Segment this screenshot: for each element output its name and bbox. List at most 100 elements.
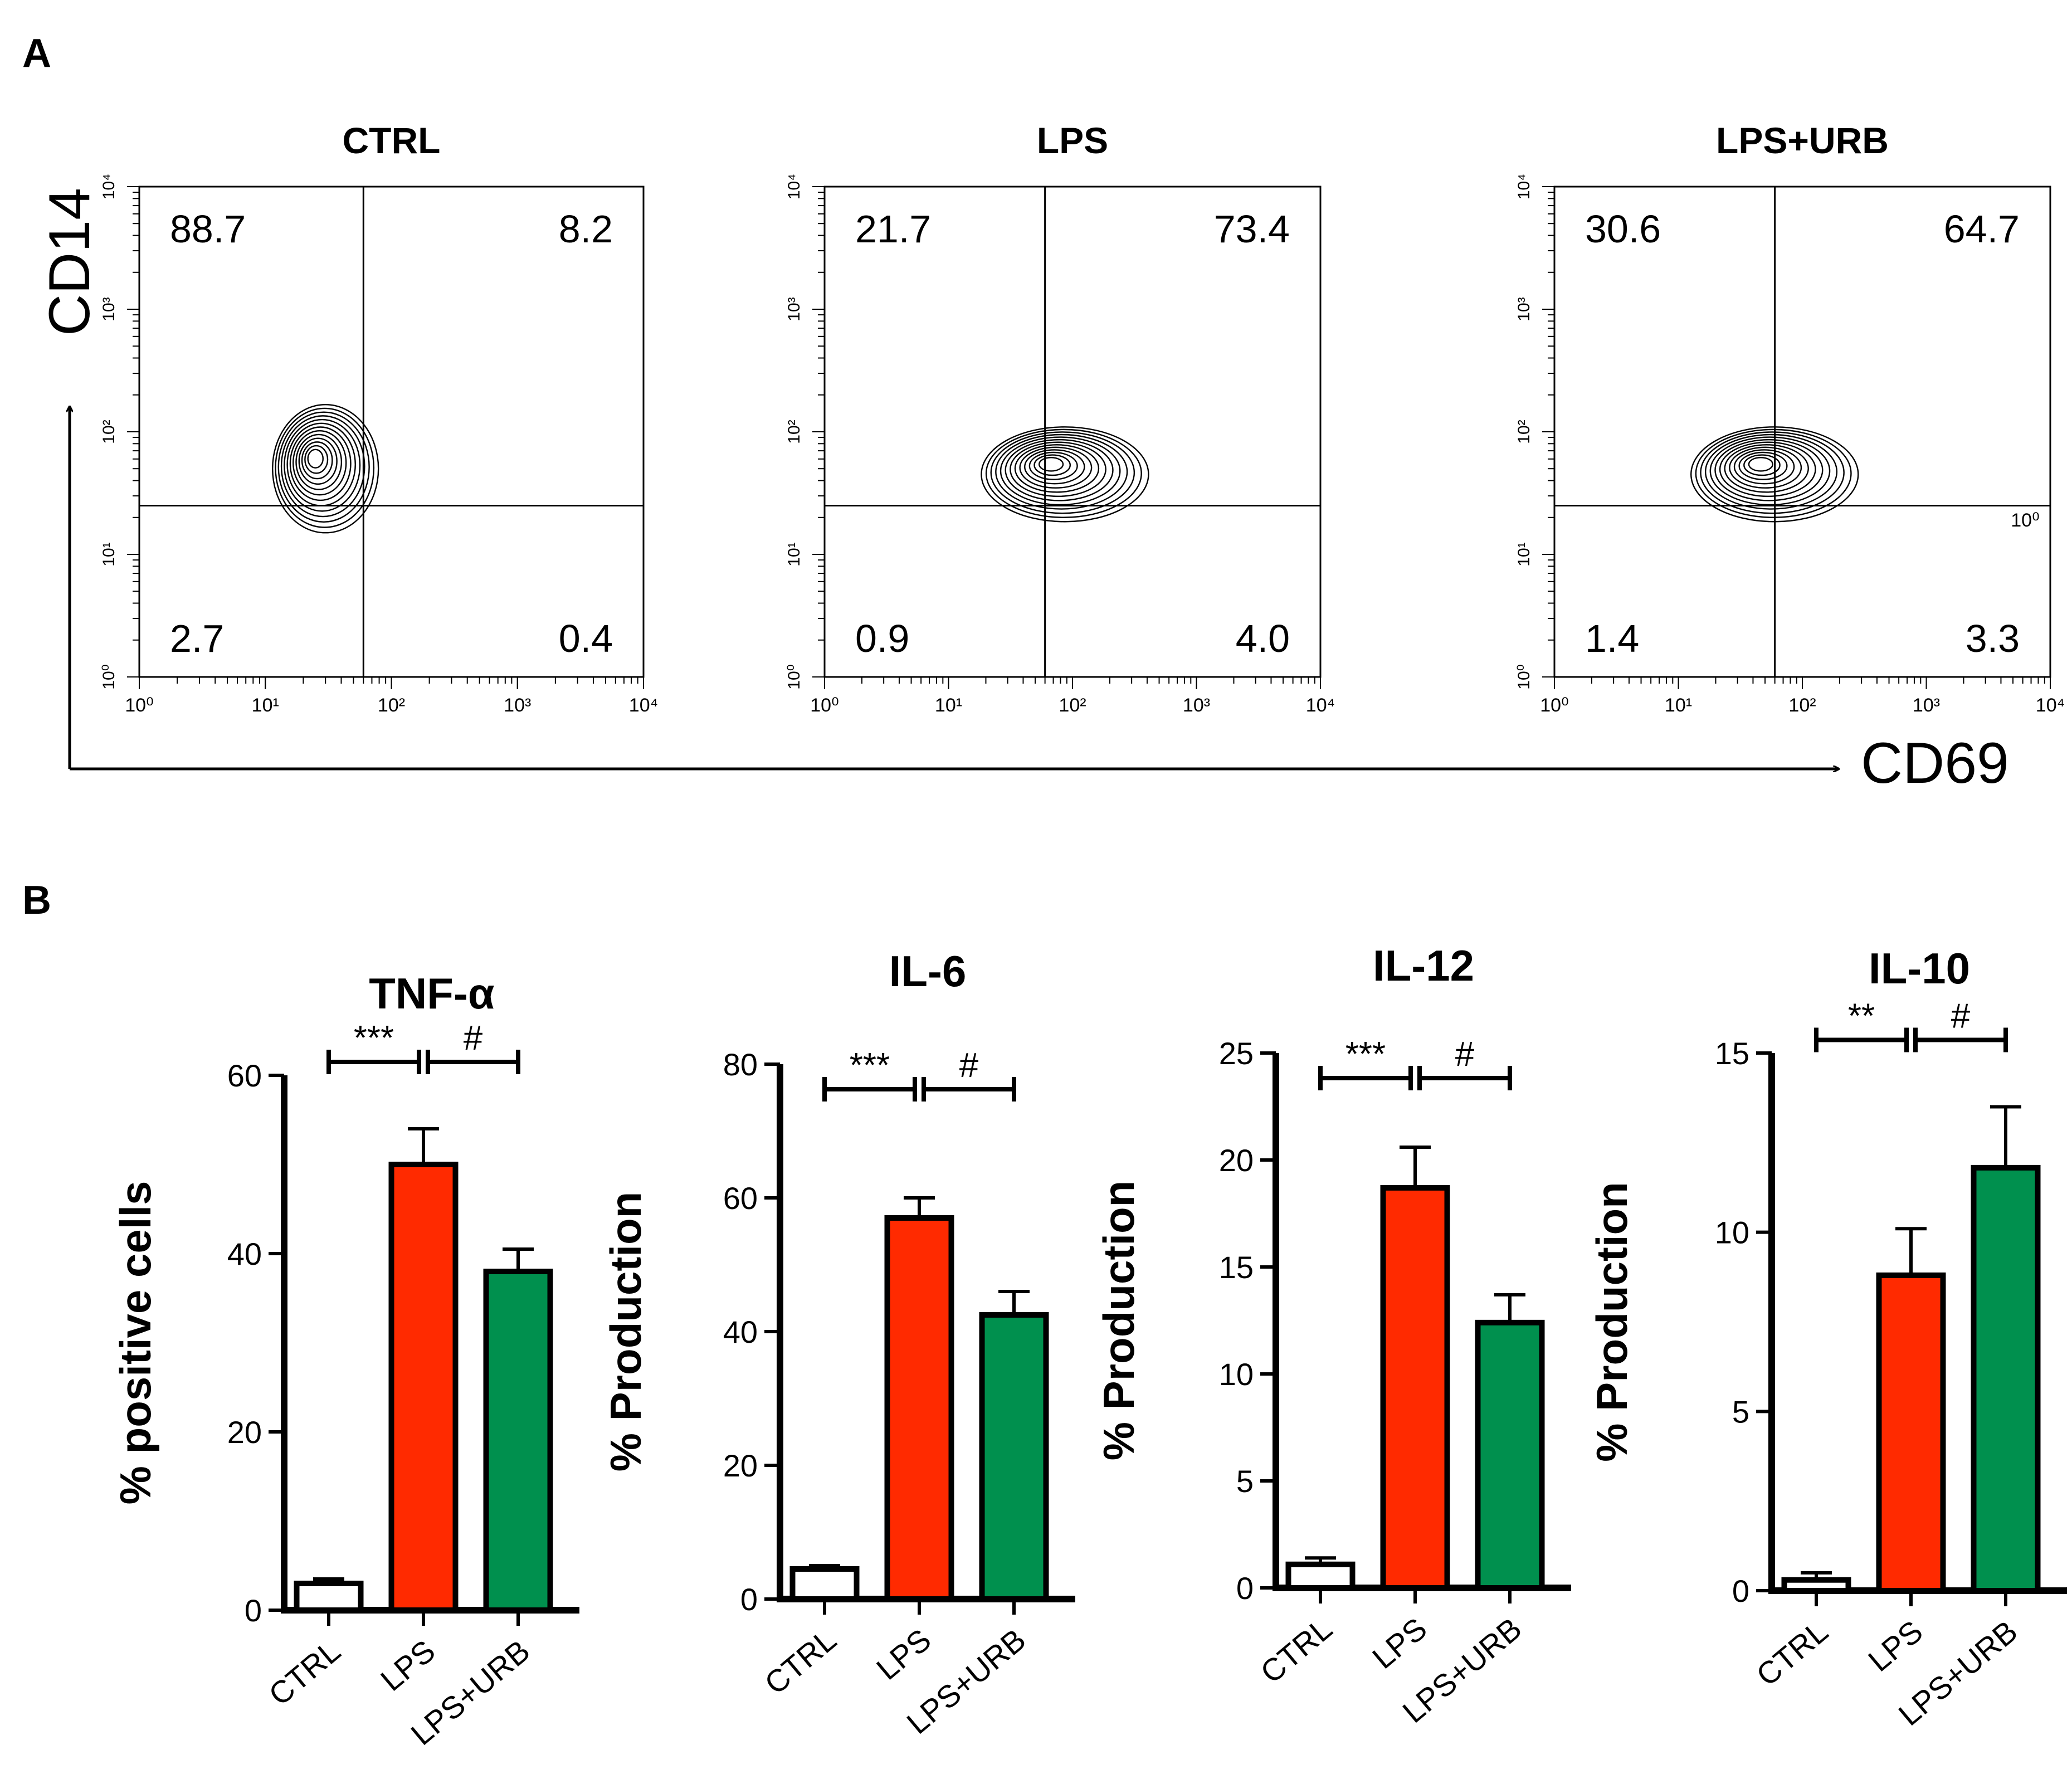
y-tick-label: 5 bbox=[1732, 1394, 1749, 1429]
contour-line bbox=[304, 445, 329, 474]
bar-ctrl bbox=[789, 1566, 860, 1602]
contour-line bbox=[995, 433, 1128, 510]
y-axis-label: % Production bbox=[1587, 1182, 1636, 1462]
flow-title: CTRL bbox=[343, 120, 441, 161]
y-tick-label: 0 bbox=[740, 1582, 758, 1617]
y-tick-label: 80 bbox=[723, 1047, 758, 1082]
cd69-axis-label: CD69 bbox=[1861, 731, 2009, 796]
contour-line bbox=[284, 418, 361, 512]
x-tick-label: 10⁴ bbox=[2036, 695, 2065, 716]
significance-bracket: *** bbox=[822, 1046, 917, 1101]
quadrant-lower-left-value: 2.7 bbox=[170, 617, 224, 660]
category-label: CTRL bbox=[1749, 1614, 1835, 1693]
category-label: CTRL bbox=[1254, 1611, 1339, 1690]
contour-line bbox=[1704, 433, 1838, 510]
y-tick-label: 10² bbox=[1515, 420, 1533, 443]
contour-line bbox=[1743, 454, 1781, 476]
category-label: LPS bbox=[1861, 1614, 1929, 1678]
y-tick-label: 60 bbox=[227, 1058, 262, 1093]
x-tick-label: 10³ bbox=[1913, 695, 1940, 716]
y-tick-label: 10³ bbox=[785, 297, 803, 321]
contour-line bbox=[1714, 438, 1824, 501]
contour-line bbox=[1005, 438, 1114, 501]
category-label: LPS bbox=[1366, 1611, 1434, 1675]
contour-line bbox=[298, 437, 338, 485]
contour-line bbox=[1000, 436, 1121, 506]
contour-line bbox=[271, 404, 379, 534]
cell-population-contour bbox=[1690, 426, 1859, 523]
contour-line bbox=[1700, 431, 1845, 514]
x-tick-label: 10⁰ bbox=[125, 695, 153, 716]
contour-line bbox=[1038, 456, 1064, 472]
quadrant-upper-right-value: 73.4 bbox=[1214, 207, 1290, 251]
x-tick-label: 10⁰ bbox=[1540, 695, 1568, 716]
x-tick-label: 10⁴ bbox=[629, 695, 658, 716]
quadrant-upper-left-value: 21.7 bbox=[855, 207, 931, 251]
plot-frame bbox=[1553, 186, 2051, 678]
contour-line bbox=[1709, 436, 1831, 506]
category-label: CTRL bbox=[262, 1633, 347, 1712]
x-tick-label: 10⁴ bbox=[1306, 695, 1335, 716]
y-tick-label: 0 bbox=[245, 1593, 262, 1628]
flow-title: LPS+URB bbox=[1716, 120, 1889, 161]
quadrant-upper-right-value: 8.2 bbox=[559, 207, 613, 251]
contour-line bbox=[1719, 441, 1816, 498]
y-tick-label: 10² bbox=[100, 420, 118, 443]
contour-line bbox=[295, 433, 343, 490]
y-tick-label: 40 bbox=[227, 1236, 262, 1271]
bar-chart-title: IL-10 bbox=[1869, 944, 1970, 993]
quadrant-upper-left-value: 30.6 bbox=[1585, 207, 1661, 251]
y-tick-label: 40 bbox=[723, 1314, 758, 1349]
x-tick-label: 10² bbox=[378, 695, 405, 716]
x-tick-label: 10¹ bbox=[252, 695, 279, 716]
category-label: LPS bbox=[374, 1633, 442, 1698]
y-tick-label: 20 bbox=[723, 1448, 758, 1483]
y-tick-label: 10⁴ bbox=[1515, 174, 1533, 199]
y-tick-label: 10⁴ bbox=[785, 174, 803, 199]
contour-line bbox=[990, 431, 1135, 514]
quadrant-lower-right-value: 0.4 bbox=[559, 617, 613, 660]
y-tick-label: 20 bbox=[1219, 1143, 1254, 1178]
quadrant-upper-left-value: 88.7 bbox=[170, 207, 246, 251]
y-tick-label: 10⁰ bbox=[1515, 664, 1533, 689]
y-tick-label: 10 bbox=[1715, 1215, 1749, 1250]
bar-ctrl bbox=[1285, 1561, 1356, 1591]
x-tick-label: 10² bbox=[1059, 695, 1086, 716]
bar-lps-urb bbox=[483, 1269, 553, 1613]
y-tick-label: 25 bbox=[1219, 1036, 1254, 1071]
y-axis-label: % Production bbox=[601, 1192, 650, 1472]
x-tick-label: 10² bbox=[1788, 695, 1816, 716]
x-tick-label: 10³ bbox=[1183, 695, 1210, 716]
y-tick-label: 10³ bbox=[100, 297, 118, 321]
significance-label: *** bbox=[1345, 1035, 1386, 1074]
y-tick-label: 10¹ bbox=[100, 542, 118, 566]
y-tick-label: 10¹ bbox=[785, 542, 803, 566]
contour-line bbox=[286, 422, 356, 506]
y-tick-label: 0 bbox=[1732, 1573, 1749, 1609]
flow-cytometry-panels: CTRL 10⁰ 10⁰ 10¹ 10¹ 10² 10² 10³ 10³ 10⁴ 10⁴ 88.7 8.… bbox=[100, 120, 2065, 716]
contour-line bbox=[280, 415, 365, 518]
bar-lps bbox=[1380, 1185, 1450, 1591]
contour-line bbox=[292, 430, 347, 496]
quadrant-lower-left-value: 1.4 bbox=[1585, 617, 1639, 660]
contour-line bbox=[1019, 446, 1093, 489]
bar-chart-title: TNF-α bbox=[369, 969, 495, 1018]
panel-label-a: A bbox=[22, 31, 51, 76]
contour-line bbox=[985, 428, 1142, 518]
significance-bracket: # bbox=[922, 1046, 1016, 1101]
contour-line bbox=[275, 407, 375, 528]
y-axis-label: % Production bbox=[1094, 1181, 1143, 1461]
x-tick-label: 10³ bbox=[504, 695, 531, 716]
cd14-axis-label: CD14 bbox=[37, 188, 102, 336]
shared-flow-axes: CD14 CD69 bbox=[37, 188, 2009, 796]
contour-line bbox=[307, 449, 324, 469]
bar-lps bbox=[884, 1215, 954, 1602]
contour-line bbox=[1738, 451, 1788, 480]
y-tick-label: 15 bbox=[1219, 1250, 1254, 1285]
contour-line bbox=[1690, 426, 1859, 523]
y-tick-label: 60 bbox=[723, 1181, 758, 1216]
